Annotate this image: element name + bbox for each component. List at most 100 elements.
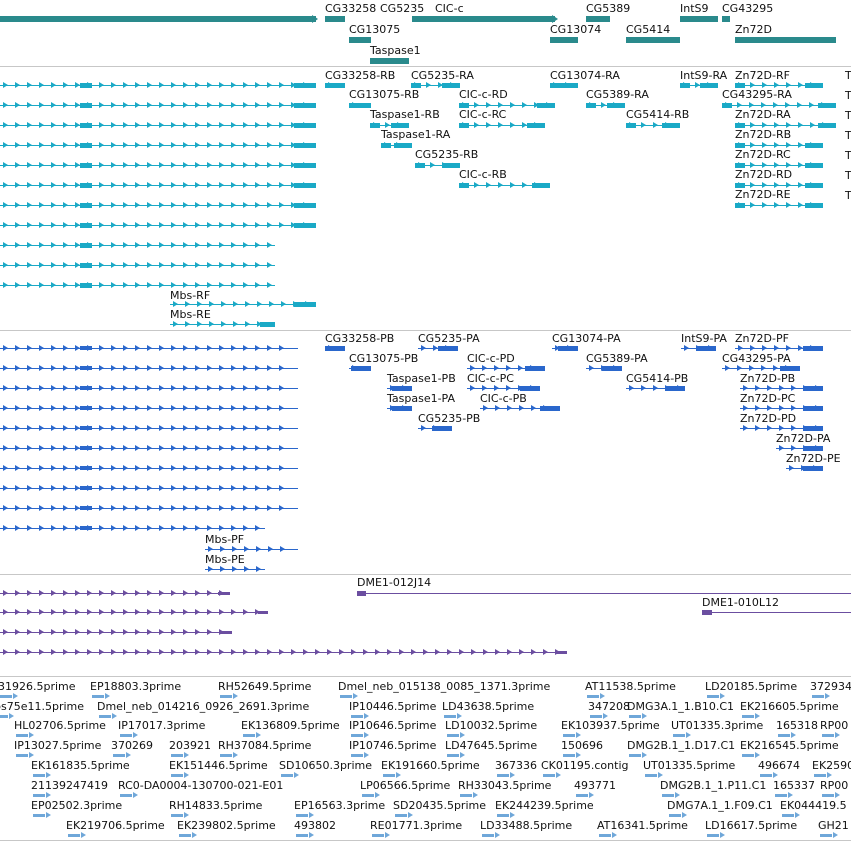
exon-block[interactable] [394, 142, 412, 148]
est-label[interactable]: IP13027.5prime [14, 739, 102, 752]
transcript-label[interactable]: CG13074-RA [550, 69, 620, 82]
est-label[interactable]: IP10746.5prime [349, 739, 437, 752]
est-label[interactable]: 165337 [773, 779, 815, 792]
est-label[interactable]: 203921 [169, 739, 211, 752]
clone-label[interactable]: DME1-010L12 [702, 596, 779, 609]
exon-block[interactable] [80, 182, 92, 188]
est-feature[interactable] [673, 733, 685, 737]
protein-label[interactable]: IntS9-PA [681, 332, 727, 345]
exon-block[interactable] [722, 102, 732, 108]
exon-block[interactable] [537, 102, 555, 108]
exon-block[interactable] [665, 385, 685, 391]
exon-block[interactable] [550, 82, 560, 88]
transcript-label[interactable]: CG5389-RA [586, 88, 649, 101]
exon-block[interactable] [80, 122, 92, 128]
gene-label[interactable]: CG33258 [325, 2, 377, 15]
gene-label[interactable]: CG5389 [586, 2, 631, 15]
est-feature[interactable] [599, 833, 611, 837]
exon-block[interactable] [80, 102, 92, 108]
est-feature[interactable] [629, 753, 641, 757]
est-feature[interactable] [243, 733, 255, 737]
est-label[interactable]: 150696 [561, 739, 603, 752]
est-feature[interactable] [460, 793, 472, 797]
est-label[interactable]: RH33043.5prime [458, 779, 552, 792]
est-label[interactable]: DMG2B.1_1.P11.C1 [660, 779, 767, 792]
est-feature[interactable] [351, 714, 363, 718]
transcript-label[interactable]: Mbs-RF [170, 289, 211, 302]
exon-block[interactable] [818, 122, 836, 128]
exon-block[interactable] [525, 365, 545, 371]
protein-label[interactable]: CG5235-PA [418, 332, 480, 345]
est-feature[interactable] [778, 733, 790, 737]
protein-label[interactable]: CG13074-PA [552, 332, 621, 345]
est-label[interactable]: EK044419.5 [780, 799, 847, 812]
gene-label[interactable]: CG5235 [380, 2, 425, 15]
exon-block[interactable] [442, 82, 460, 88]
est-feature[interactable] [281, 773, 293, 777]
est-feature[interactable] [707, 833, 719, 837]
exon-block[interactable] [80, 262, 92, 268]
exon-block[interactable] [294, 82, 316, 88]
est-label[interactable]: EK216545.5prime [740, 739, 839, 752]
est-feature[interactable] [171, 773, 183, 777]
est-feature[interactable] [742, 714, 754, 718]
est-feature[interactable] [179, 833, 191, 837]
exon-block[interactable] [818, 102, 836, 108]
exon-block[interactable] [353, 102, 371, 108]
exon-block[interactable] [626, 122, 636, 128]
est-label[interactable]: RP00 [820, 779, 849, 792]
exon-block[interactable] [218, 591, 230, 595]
est-label[interactable]: 367336 [495, 759, 537, 772]
transcript-label[interactable]: CIC-c-RB [459, 168, 507, 181]
exon-block[interactable] [80, 486, 92, 490]
est-feature[interactable] [563, 753, 575, 757]
transcript-label[interactable]: Zn72D-RD [735, 168, 793, 181]
exon-block[interactable] [294, 102, 316, 108]
est-label[interactable]: EK2590 [812, 759, 851, 772]
exon-block[interactable] [805, 142, 823, 148]
exon-block[interactable] [80, 386, 92, 390]
est-feature[interactable] [0, 714, 8, 718]
exon-block[interactable] [735, 202, 745, 208]
exon-block[interactable] [294, 162, 316, 168]
exon-block[interactable] [735, 162, 745, 168]
gene-CG43295[interactable] [722, 16, 730, 22]
clone-label[interactable]: DME1-012J14 [357, 576, 432, 589]
exon-block[interactable] [459, 182, 469, 188]
protein-label[interactable]: CIC-c-PD [467, 352, 515, 365]
est-label[interactable]: RP00 [820, 719, 849, 732]
transcript-label[interactable]: CG33258-RB [325, 69, 396, 82]
est-label[interactable]: Dmel_neb_014216_0926_2691.3prime [97, 700, 310, 713]
est-feature[interactable] [563, 733, 575, 737]
exon-block[interactable] [803, 385, 823, 391]
est-feature[interactable] [590, 714, 602, 718]
transcript-label[interactable]: Zn72D-RB [735, 128, 792, 141]
est-label[interactable]: IP10646.5prime [349, 719, 437, 732]
est-label[interactable]: 165318 [776, 719, 818, 732]
exon-block[interactable] [294, 182, 316, 188]
est-feature[interactable] [362, 793, 374, 797]
est-label[interactable]: RH37084.5prime [218, 739, 312, 752]
gene-Zn72D[interactable] [735, 37, 836, 43]
exon-block[interactable] [735, 122, 745, 128]
est-feature[interactable] [760, 773, 772, 777]
est-feature[interactable] [171, 813, 183, 817]
est-label[interactable]: GH21 [818, 819, 849, 832]
exon-block[interactable] [80, 242, 92, 248]
est-label[interactable]: EK191660.5prime [381, 759, 480, 772]
exon-block[interactable] [803, 345, 823, 351]
transcript-label[interactable]: IntS9-RA [680, 69, 728, 82]
est-feature[interactable] [707, 694, 719, 698]
est-feature[interactable] [395, 813, 407, 817]
est-feature[interactable] [296, 833, 308, 837]
exon-block[interactable] [735, 182, 745, 188]
exon-block[interactable] [735, 142, 745, 148]
exon-block[interactable] [520, 385, 540, 391]
est-feature[interactable] [629, 714, 641, 718]
exon-block[interactable] [80, 506, 92, 510]
gene-Mbs[interactable] [0, 16, 316, 22]
exon-block[interactable] [392, 385, 412, 391]
gene-label[interactable]: CG13074 [550, 23, 602, 36]
est-label[interactable]: IP10446.5prime [349, 700, 437, 713]
gene-CG5414[interactable] [626, 37, 680, 43]
